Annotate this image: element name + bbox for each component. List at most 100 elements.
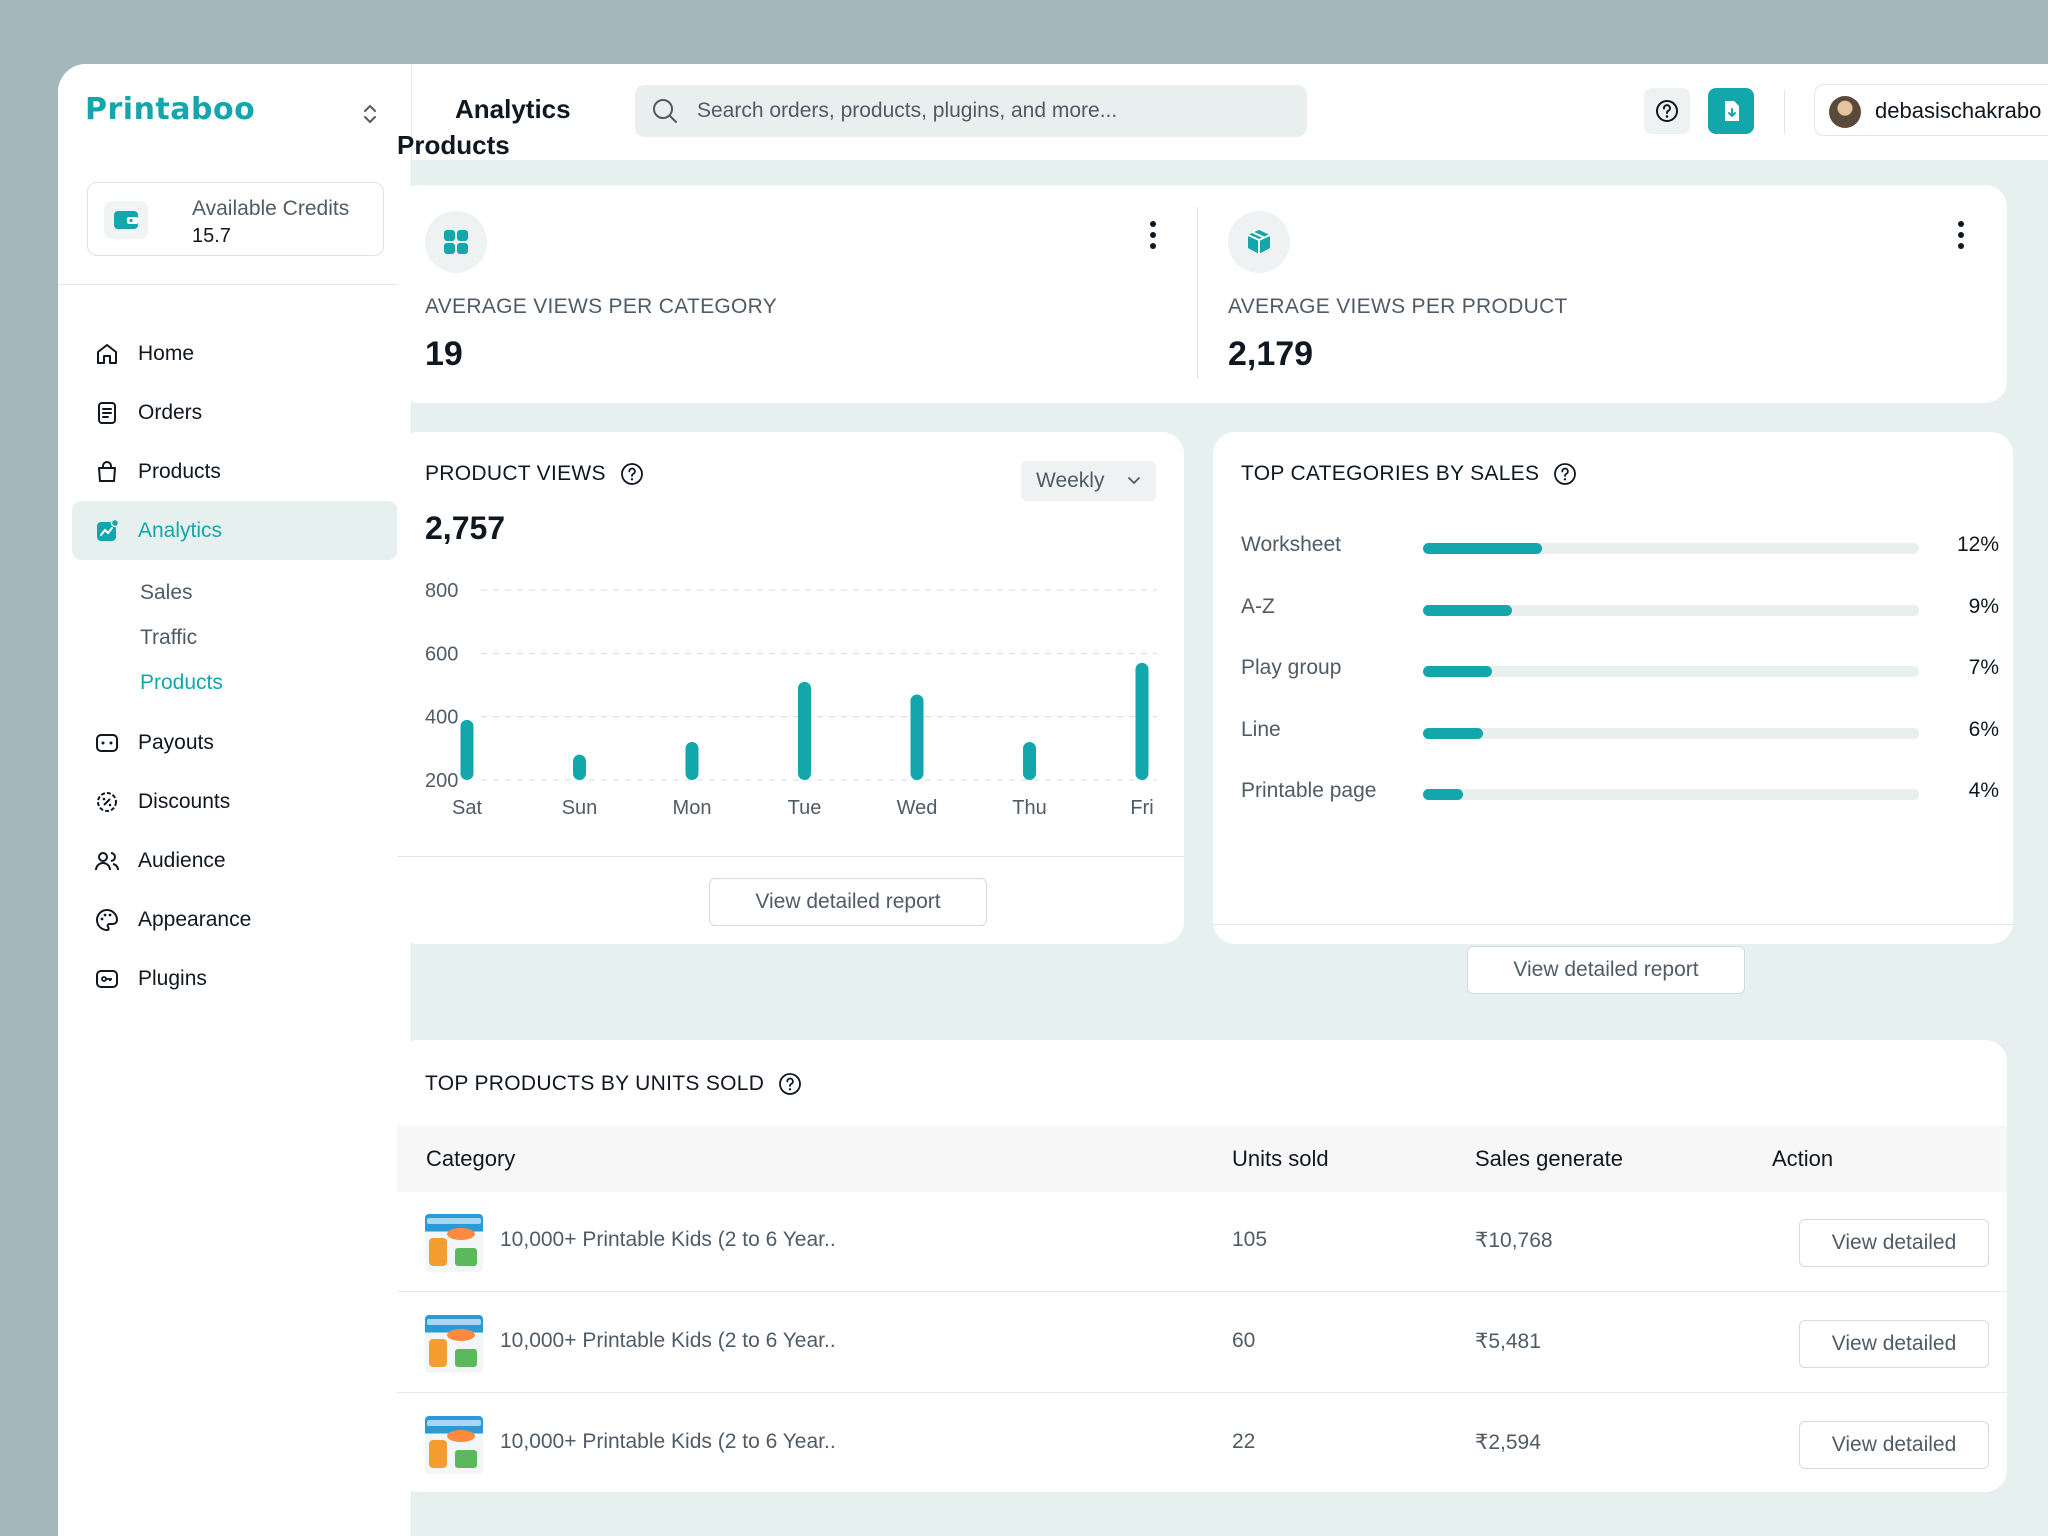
stat-value: 2,179	[1228, 335, 1314, 373]
user-menu[interactable]: debasischakrabo	[1814, 84, 2048, 136]
orders-icon	[92, 398, 122, 428]
topbar: Analytics debasischakrabo	[412, 64, 2048, 160]
view-detailed-button[interactable]: View detailed	[1799, 1320, 1989, 1368]
stat-value: 19	[425, 335, 463, 373]
card-divider	[1213, 924, 2013, 925]
top-products-title: TOP PRODUCTS BY UNITS SOLD	[425, 1072, 802, 1096]
stat-label: AVERAGE VIEWS PER PRODUCT	[1228, 295, 1568, 318]
card-title-text: TOP PRODUCTS BY UNITS SOLD	[425, 1072, 765, 1095]
nav-item-discounts[interactable]: Discounts	[72, 772, 398, 831]
search-bar[interactable]	[635, 85, 1307, 137]
nav-item-label: Discounts	[138, 789, 231, 813]
category-row: Worksheet 12%	[1213, 527, 2013, 567]
x-tick-label: Mon	[673, 797, 712, 819]
product-thumbnail[interactable]	[425, 1214, 483, 1272]
product-name[interactable]: 10,000+ Printable Kids (2 to 6 Year..	[500, 1329, 836, 1352]
view-detailed-button[interactable]: View detailed	[1799, 1219, 1989, 1267]
column-header[interactable]: Sales generate	[1475, 1146, 1623, 1171]
y-tick-label: 400	[425, 707, 458, 729]
view-detailed-button[interactable]: View detailed	[1799, 1421, 1989, 1469]
nav-item-orders[interactable]: Orders	[72, 383, 398, 442]
sidebar: Printaboo Available Credits 15.7	[58, 64, 412, 1536]
more-options-icon[interactable]	[1946, 215, 1976, 255]
category-progress-track	[1423, 727, 1919, 739]
stat-avg-views-category: AVERAGE VIEWS PER CATEGORY 19	[397, 185, 1197, 403]
info-icon[interactable]	[778, 1072, 802, 1096]
stat-label: AVERAGE VIEWS PER CATEGORY	[425, 295, 778, 318]
period-select[interactable]: Weekly	[1021, 461, 1156, 501]
subnav-item-sales[interactable]: Sales	[140, 580, 193, 604]
table-row[interactable]: 10,000+ Printable Kids (2 to 6 Year.. 105…	[397, 1192, 2007, 1292]
chart-bar-mon[interactable]	[685, 742, 699, 780]
chart-bar-sat[interactable]	[460, 719, 474, 780]
category-progress-fill	[1423, 543, 1543, 554]
category-progress-track	[1423, 789, 1919, 800]
y-tick-label: 200	[425, 770, 458, 792]
category-name: Play group	[1241, 656, 1342, 679]
table-row[interactable]: 10,000+ Printable Kids (2 to 6 Year.. 22 ₹…	[397, 1394, 2007, 1494]
info-icon[interactable]	[620, 462, 644, 486]
payouts-icon	[92, 728, 122, 758]
download-button[interactable]	[1708, 88, 1754, 134]
nav-item-products[interactable]: Products	[72, 442, 398, 501]
info-icon[interactable]	[1553, 462, 1577, 486]
sales-generated: ₹5,481	[1475, 1330, 1541, 1353]
product-thumbnail[interactable]	[425, 1416, 483, 1474]
home-icon	[92, 339, 122, 369]
chart-bar-sun[interactable]	[573, 754, 586, 780]
help-button[interactable]	[1644, 88, 1690, 134]
product-name[interactable]: 10,000+ Printable Kids (2 to 6 Year..	[500, 1228, 836, 1251]
view-report-button[interactable]: View detailed report	[709, 878, 987, 926]
view-report-button[interactable]: View detailed report	[1467, 946, 1745, 994]
x-tick-label: Tue	[788, 797, 822, 819]
nav-item-home[interactable]: Home	[72, 324, 398, 383]
sales-generated: ₹10,768	[1475, 1229, 1553, 1252]
search-input[interactable]	[697, 85, 1287, 137]
product-views-title: PRODUCT VIEWS	[425, 462, 644, 486]
nav-item-plugins[interactable]: Plugins	[72, 949, 398, 1008]
nav-item-appearance[interactable]: Appearance	[72, 890, 398, 949]
category-progress-fill	[1423, 666, 1493, 677]
category-percent: 7%	[1968, 656, 1999, 679]
nav-item-payouts[interactable]: Payouts	[72, 713, 398, 772]
column-header[interactable]: Category	[426, 1146, 516, 1171]
stats-card: AVERAGE VIEWS PER CATEGORY 19 AVERAGE VI…	[397, 185, 2007, 403]
nav-item-label: Appearance	[138, 907, 252, 931]
plugin-icon	[92, 964, 122, 994]
sidebar-collapse-icon[interactable]	[360, 100, 380, 128]
nav-item-audience[interactable]: Audience	[72, 831, 398, 890]
nav-item-label: Home	[138, 341, 195, 365]
chart-bar-tue[interactable]	[798, 681, 811, 780]
section-title: Products	[397, 130, 510, 160]
category-progress-track	[1423, 666, 1919, 677]
card-divider	[397, 856, 1184, 857]
sales-generated: ₹2,594	[1475, 1431, 1541, 1454]
chart-bar-thu[interactable]	[1023, 742, 1036, 780]
audience-icon	[92, 846, 122, 876]
column-header[interactable]: Units sold	[1232, 1146, 1329, 1171]
units-sold: 105	[1232, 1228, 1268, 1251]
chart-bar-wed[interactable]	[910, 694, 924, 781]
brand-logo[interactable]: Printaboo	[85, 92, 256, 127]
category-row: Line 6%	[1213, 712, 2013, 752]
analytics-icon	[92, 516, 122, 546]
subnav-item-traffic[interactable]: Traffic	[140, 625, 198, 649]
stat-avg-views-product: AVERAGE VIEWS PER PRODUCT 2,179	[1200, 185, 2000, 403]
more-options-icon[interactable]	[1138, 215, 1168, 255]
chart-bar-fri[interactable]	[1135, 662, 1149, 780]
topbar-divider	[1784, 90, 1785, 134]
x-tick-label: Wed	[897, 797, 938, 819]
available-credits[interactable]: Available Credits 15.7	[87, 182, 384, 256]
box-icon	[1228, 211, 1290, 273]
subnav-item-products[interactable]: Products	[140, 670, 223, 694]
wallet-icon	[104, 201, 148, 239]
product-name[interactable]: 10,000+ Printable Kids (2 to 6 Year..	[500, 1430, 836, 1453]
table-row[interactable]: 10,000+ Printable Kids (2 to 6 Year.. 60 ₹…	[397, 1293, 2007, 1393]
category-progress-track	[1423, 543, 1919, 554]
top-categories-card: TOP CATEGORIES BY SALES Worksheet 12% A-Z 9…	[1213, 432, 2013, 994]
units-sold: 60	[1232, 1329, 1256, 1352]
nav-item-analytics[interactable]: Analytics	[72, 501, 398, 560]
nav-item-label: Payouts	[138, 730, 214, 754]
product-thumbnail[interactable]	[425, 1315, 483, 1373]
category-name: Printable page	[1241, 779, 1377, 802]
